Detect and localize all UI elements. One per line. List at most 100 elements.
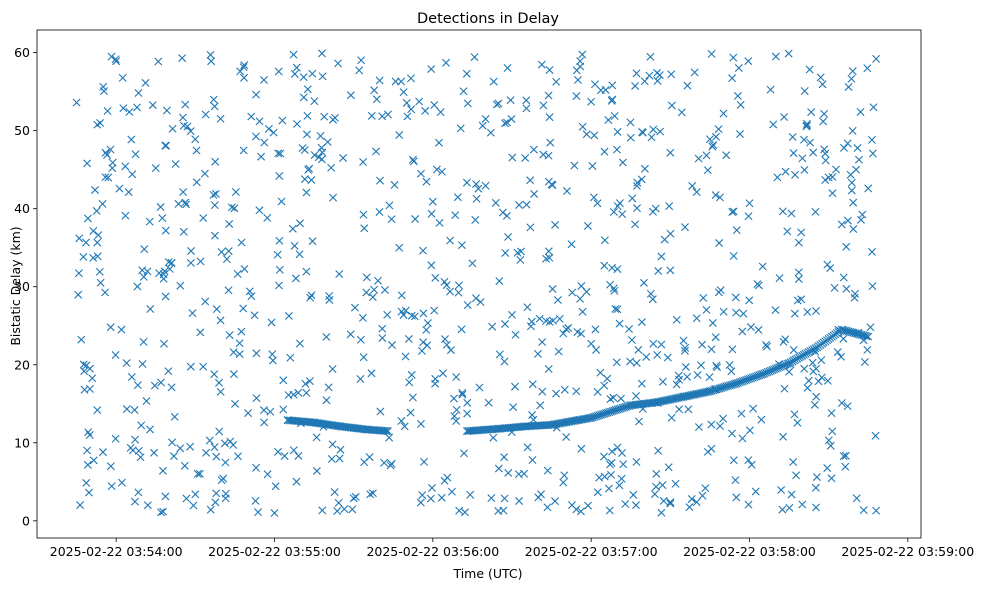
data-point <box>599 452 608 461</box>
data-point <box>230 204 239 213</box>
data-point <box>849 198 858 207</box>
data-point <box>117 478 126 487</box>
data-point <box>555 314 564 323</box>
data-point <box>500 357 509 366</box>
data-point <box>187 246 196 255</box>
data-point <box>667 101 676 110</box>
data-point <box>702 305 711 314</box>
data-point <box>702 151 711 160</box>
data-point <box>441 335 449 344</box>
data-point <box>538 387 547 396</box>
data-point <box>329 193 338 202</box>
data-point <box>609 207 618 216</box>
data-point <box>667 395 676 404</box>
data-point <box>275 171 284 180</box>
data-point <box>134 488 143 497</box>
data-point <box>816 73 825 82</box>
data-point <box>454 281 463 290</box>
data-point <box>587 413 596 422</box>
data-point <box>711 333 720 342</box>
data-point <box>853 144 862 153</box>
data-point <box>362 273 371 282</box>
data-point <box>719 307 728 316</box>
data-point <box>440 277 449 286</box>
data-point <box>654 446 663 455</box>
data-point <box>370 86 379 95</box>
data-point <box>732 308 741 317</box>
data-point <box>738 327 747 336</box>
data-point <box>422 325 431 334</box>
data-point <box>559 478 568 487</box>
data-point <box>85 364 94 373</box>
y-tick-label: 50 <box>14 123 30 138</box>
data-point <box>733 91 742 100</box>
data-point <box>360 458 369 467</box>
data-point <box>811 344 820 353</box>
data-point <box>169 452 178 461</box>
data-point <box>866 323 875 332</box>
data-point <box>299 73 308 82</box>
data-point <box>828 173 837 182</box>
data-point <box>406 408 415 417</box>
data-point <box>543 466 552 475</box>
data-point <box>654 267 663 276</box>
data-point <box>115 184 124 193</box>
data-point <box>659 396 668 405</box>
data-point <box>420 457 429 466</box>
data-point <box>521 153 530 162</box>
data-point <box>672 315 681 324</box>
data-point <box>663 353 672 362</box>
data-point <box>237 238 246 247</box>
data-point <box>771 52 780 61</box>
data-point <box>605 506 614 515</box>
data-point <box>176 444 185 453</box>
data-point <box>350 303 359 312</box>
data-point <box>843 402 852 411</box>
data-point <box>494 424 503 433</box>
data-point <box>329 115 337 124</box>
data-point <box>305 377 314 386</box>
data-point <box>458 390 467 399</box>
data-point <box>848 126 857 135</box>
data-point <box>74 290 83 299</box>
data-point <box>528 456 537 464</box>
data-point <box>529 145 538 154</box>
data-point <box>182 494 191 503</box>
data-point <box>217 248 226 257</box>
data-point <box>798 500 807 509</box>
data-point <box>96 278 105 287</box>
data-point <box>537 60 546 69</box>
data-point <box>156 203 165 212</box>
data-point <box>789 149 798 158</box>
data-point <box>837 352 846 361</box>
data-point <box>857 215 865 224</box>
data-point <box>288 224 297 233</box>
data-point <box>619 460 628 469</box>
data-point <box>794 268 803 277</box>
data-point <box>437 493 446 502</box>
data-point <box>417 346 426 355</box>
data-point <box>823 464 832 473</box>
data-point <box>111 55 120 64</box>
data-point <box>452 405 461 414</box>
x-tick-label: 2025-02-22 03:57:00 <box>525 544 658 559</box>
data-point <box>705 387 714 396</box>
data-point <box>600 147 609 156</box>
data-point <box>126 443 135 452</box>
data-point <box>766 85 775 94</box>
data-point <box>383 310 392 319</box>
data-point <box>604 116 613 124</box>
points-layer <box>72 49 881 518</box>
data-point <box>790 309 799 318</box>
data-point <box>515 201 524 210</box>
y-tick-label: 40 <box>14 201 30 216</box>
data-point <box>438 369 447 378</box>
data-point <box>600 381 609 390</box>
data-point <box>609 393 618 402</box>
data-point <box>713 363 722 372</box>
data-point <box>215 378 223 387</box>
data-point <box>702 387 711 396</box>
data-point <box>789 458 798 467</box>
data-point <box>600 236 609 245</box>
data-point <box>613 443 622 452</box>
